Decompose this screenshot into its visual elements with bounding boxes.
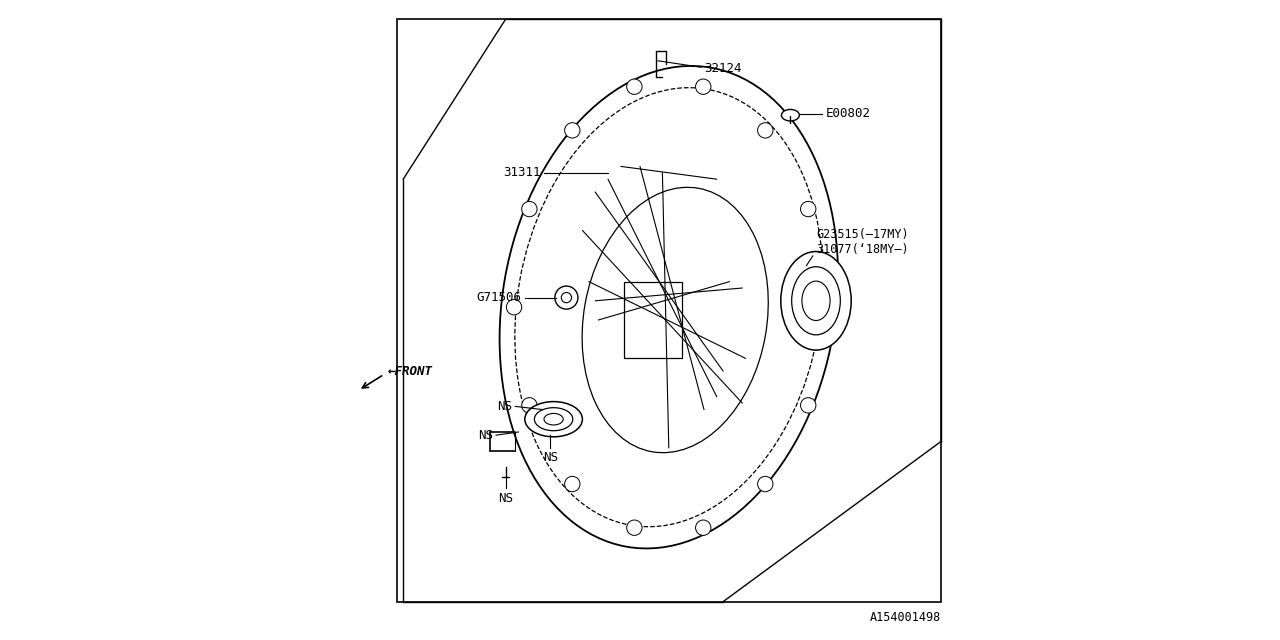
Circle shape: [695, 79, 710, 94]
Circle shape: [758, 123, 773, 138]
Text: 32124: 32124: [704, 62, 741, 75]
Text: NS: NS: [497, 400, 512, 413]
Circle shape: [507, 300, 522, 315]
Ellipse shape: [525, 402, 582, 436]
Text: NS: NS: [477, 429, 493, 442]
Ellipse shape: [544, 413, 563, 425]
Text: ←FRONT: ←FRONT: [387, 365, 433, 378]
Ellipse shape: [535, 408, 573, 431]
Circle shape: [800, 397, 815, 413]
Circle shape: [564, 476, 580, 492]
Circle shape: [695, 520, 710, 536]
Text: E00802: E00802: [826, 108, 870, 120]
Text: A154001498: A154001498: [869, 611, 941, 624]
Circle shape: [627, 79, 643, 94]
Text: NS: NS: [498, 492, 513, 504]
Circle shape: [564, 123, 580, 138]
Circle shape: [556, 286, 579, 309]
Circle shape: [522, 397, 538, 413]
Ellipse shape: [781, 252, 851, 350]
Text: 31311: 31311: [503, 166, 540, 179]
Circle shape: [758, 476, 773, 492]
Ellipse shape: [801, 281, 831, 321]
Circle shape: [561, 292, 571, 303]
Circle shape: [800, 202, 815, 217]
Text: NS: NS: [543, 451, 558, 464]
Text: G23515(–17MY)
31077(‘18MY–): G23515(–17MY) 31077(‘18MY–): [817, 228, 909, 256]
Ellipse shape: [791, 267, 841, 335]
Circle shape: [815, 300, 831, 315]
Text: G71506: G71506: [476, 291, 522, 304]
Circle shape: [627, 520, 643, 536]
Ellipse shape: [781, 109, 799, 121]
Circle shape: [522, 202, 538, 217]
